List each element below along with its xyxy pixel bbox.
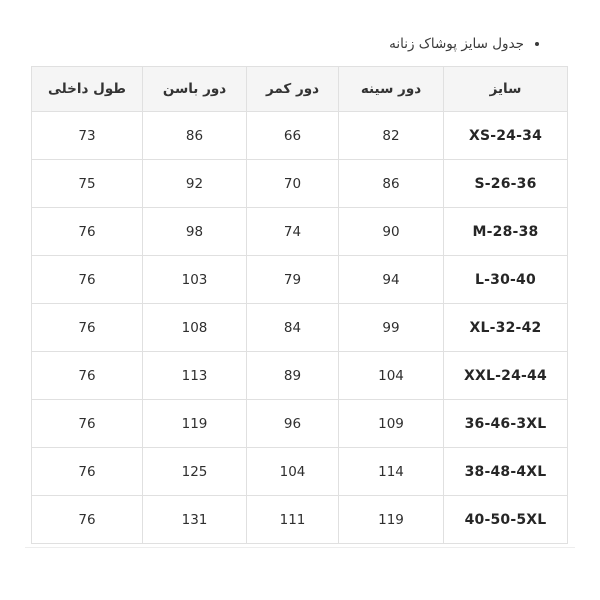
cell-waist: 89 xyxy=(246,351,339,400)
cell-inner_length: 73 xyxy=(31,111,143,160)
cell-inner_length: 76 xyxy=(31,495,143,544)
cell-inner_length: 76 xyxy=(31,447,143,496)
column-header-hip: دور باسن xyxy=(142,66,247,112)
cell-waist: 79 xyxy=(246,255,339,304)
size-chart-title-list: جدول سایز پوشاک زنانه xyxy=(32,34,568,54)
cell-inner_length: 76 xyxy=(31,351,143,400)
column-header-waist: دور کمر xyxy=(246,66,339,112)
cell-chest: 109 xyxy=(338,399,444,448)
cell-hip: 98 xyxy=(142,207,247,256)
cell-inner_length: 76 xyxy=(31,207,143,256)
cell-hip: 131 xyxy=(142,495,247,544)
bottom-divider xyxy=(25,547,575,548)
size-table: سایز دور سینه دور کمر دور باسن طول داخلی XS-… xyxy=(31,66,568,544)
table-row: 38-48-4XL 114 104 125 76 xyxy=(31,447,568,496)
table-row: 40-50-5XL 119 111 131 76 xyxy=(31,495,568,544)
column-header-inner_length: طول داخلی xyxy=(31,66,143,112)
cell-chest: 90 xyxy=(338,207,444,256)
cell-size: XS-24-34 xyxy=(443,111,568,160)
cell-size: XXL-24-44 xyxy=(443,351,568,400)
cell-inner_length: 76 xyxy=(31,399,143,448)
cell-waist: 66 xyxy=(246,111,339,160)
table-row: 36-46-3XL 109 96 119 76 xyxy=(31,399,568,448)
cell-waist: 84 xyxy=(246,303,339,352)
table-row: M-28-38 90 74 98 76 xyxy=(31,207,568,256)
cell-chest: 86 xyxy=(338,159,444,208)
cell-size: 36-46-3XL xyxy=(443,399,568,448)
cell-inner_length: 75 xyxy=(31,159,143,208)
cell-waist: 70 xyxy=(246,159,339,208)
cell-waist: 111 xyxy=(246,495,339,544)
table-row: XXL-24-44 104 89 113 76 xyxy=(31,351,568,400)
cell-hip: 86 xyxy=(142,111,247,160)
cell-waist: 74 xyxy=(246,207,339,256)
cell-hip: 108 xyxy=(142,303,247,352)
cell-size: L-30-40 xyxy=(443,255,568,304)
cell-size: XL-32-42 xyxy=(443,303,568,352)
cell-size: 38-48-4XL xyxy=(443,447,568,496)
table-row: S-26-36 86 70 92 75 xyxy=(31,159,568,208)
cell-hip: 125 xyxy=(142,447,247,496)
cell-hip: 92 xyxy=(142,159,247,208)
cell-inner_length: 76 xyxy=(31,303,143,352)
column-header-chest: دور سینه xyxy=(338,66,444,112)
size-chart-title: جدول سایز پوشاک زنانه xyxy=(32,34,524,54)
column-header-size: سایز xyxy=(443,66,568,112)
cell-chest: 104 xyxy=(338,351,444,400)
cell-size: S-26-36 xyxy=(443,159,568,208)
cell-chest: 119 xyxy=(338,495,444,544)
cell-waist: 96 xyxy=(246,399,339,448)
cell-hip: 113 xyxy=(142,351,247,400)
cell-chest: 82 xyxy=(338,111,444,160)
cell-chest: 99 xyxy=(338,303,444,352)
cell-waist: 104 xyxy=(246,447,339,496)
cell-chest: 94 xyxy=(338,255,444,304)
cell-hip: 103 xyxy=(142,255,247,304)
table-row: L-30-40 94 79 103 76 xyxy=(31,255,568,304)
cell-size: 40-50-5XL xyxy=(443,495,568,544)
table-row: XS-24-34 82 66 86 73 xyxy=(31,111,568,160)
size-table-header-row: سایز دور سینه دور کمر دور باسن طول داخلی xyxy=(31,66,568,112)
cell-hip: 119 xyxy=(142,399,247,448)
cell-chest: 114 xyxy=(338,447,444,496)
cell-inner_length: 76 xyxy=(31,255,143,304)
table-row: XL-32-42 99 84 108 76 xyxy=(31,303,568,352)
cell-size: M-28-38 xyxy=(443,207,568,256)
